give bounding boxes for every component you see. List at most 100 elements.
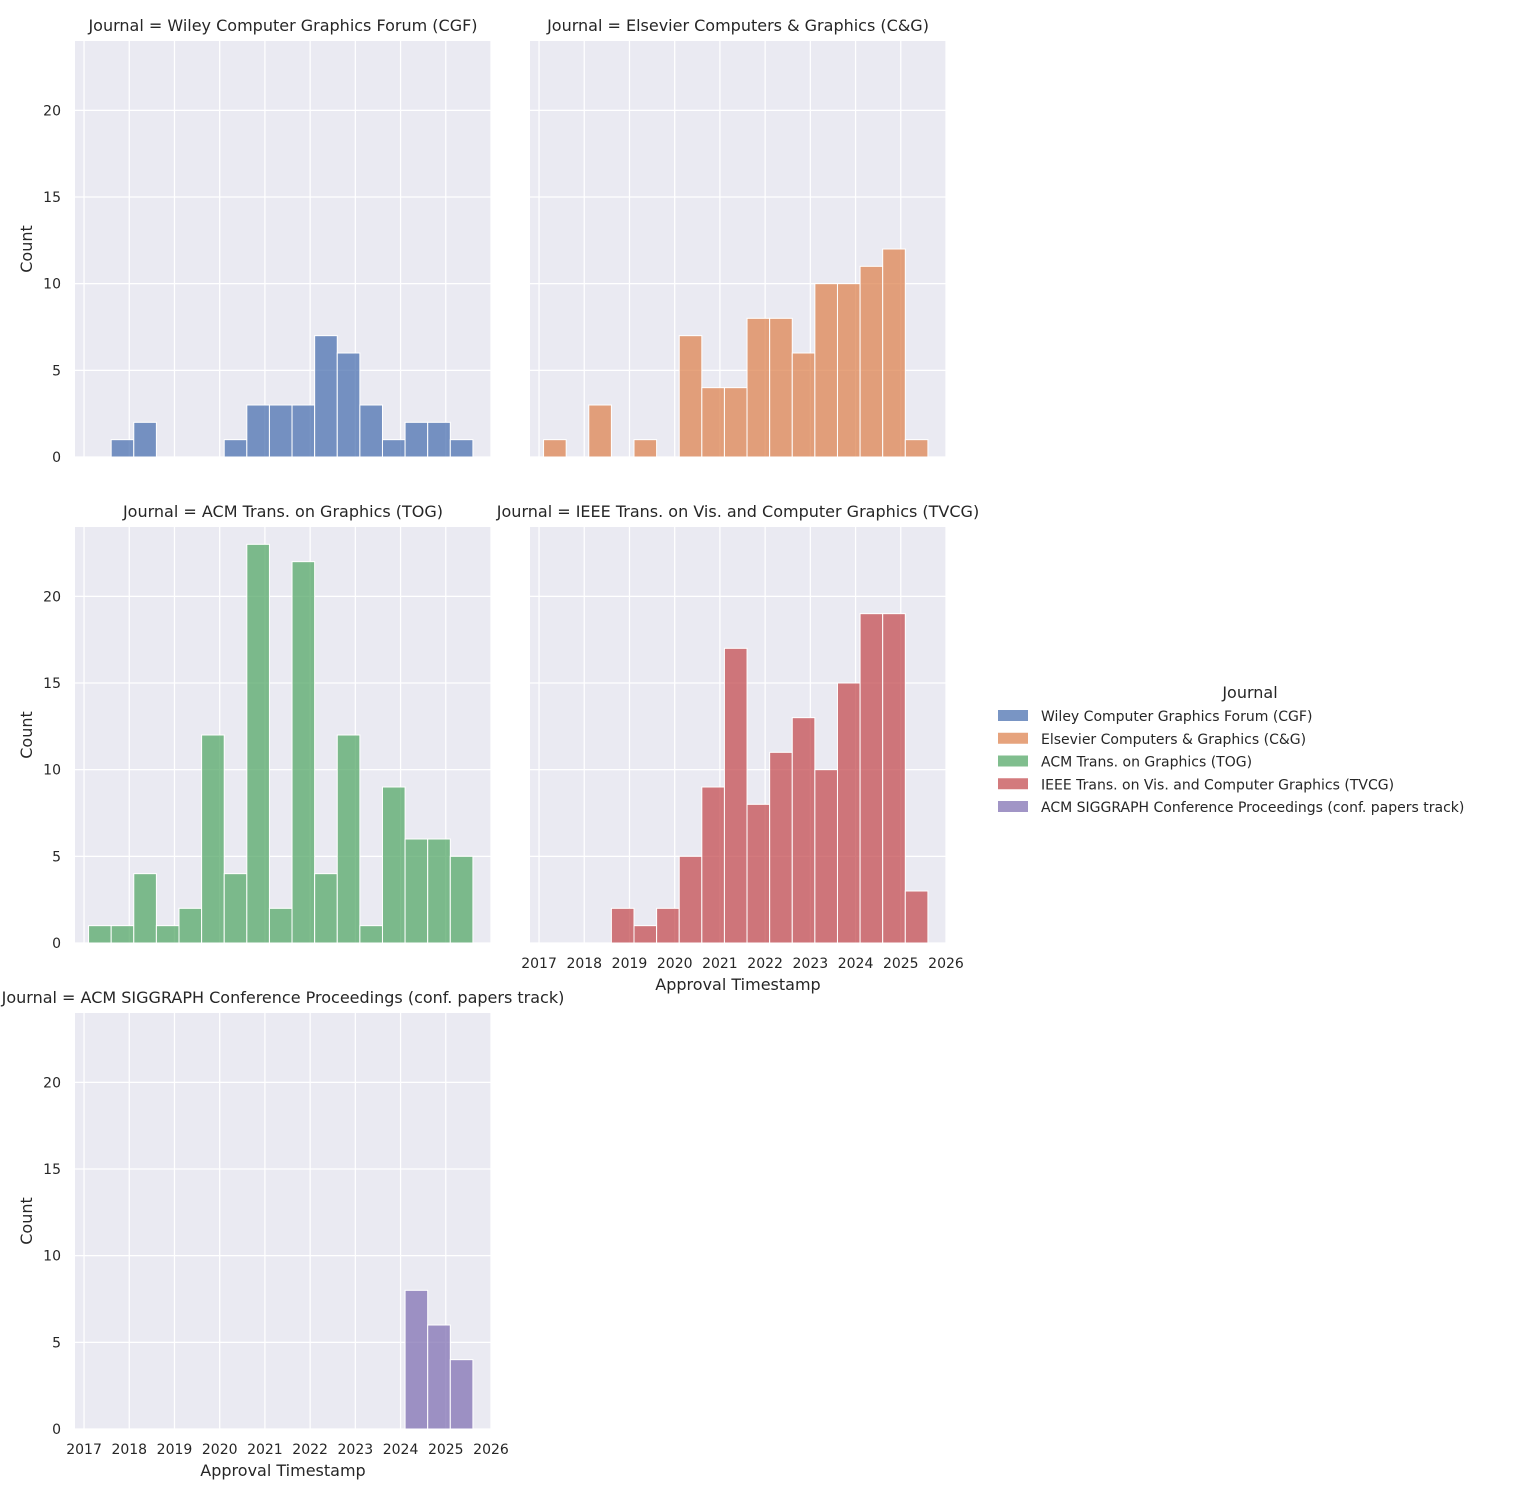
legend-entry-label: IEEE Trans. on Vis. and Computer Graphic… [1041, 777, 1394, 793]
y-tick-label: 0 [52, 450, 61, 466]
panel-background [75, 41, 491, 457]
histogram-bar [746, 317, 771, 458]
histogram-bar [859, 613, 884, 944]
histogram-bar [291, 561, 316, 944]
legend-swatch [998, 755, 1028, 767]
legend-swatch [998, 710, 1028, 721]
histogram-bar [678, 335, 703, 458]
legend-swatch [998, 801, 1028, 812]
histogram-bar [110, 439, 135, 458]
histogram-bar [110, 925, 135, 944]
histogram-bar [882, 248, 906, 458]
histogram-bar [791, 352, 816, 458]
x-tick-label: 2019 [157, 1442, 193, 1458]
histogram-bar [359, 925, 383, 944]
legend-entry-label: Elsevier Computers & Graphics (C&G) [1041, 732, 1306, 748]
histogram-bar [133, 873, 157, 944]
x-tick-label: 2020 [657, 956, 693, 972]
histogram-bar [610, 907, 635, 944]
histogram-bar [381, 439, 406, 458]
histogram-bar [904, 890, 929, 944]
y-tick-label: 5 [52, 849, 61, 865]
histogram-bar [769, 317, 793, 458]
x-tick-label: 2017 [521, 956, 557, 972]
histogram-bar [427, 421, 451, 458]
y-axis-label: Count [17, 225, 36, 273]
legend-swatch [998, 778, 1028, 790]
histogram-bar [882, 613, 906, 944]
histogram-bar [155, 925, 180, 944]
histogram-bar [588, 404, 612, 458]
histogram-bar [427, 1324, 451, 1430]
y-tick-label: 0 [52, 936, 61, 952]
histogram-bar [246, 543, 270, 944]
histogram-bar [449, 1359, 474, 1430]
histogram-bar [859, 265, 884, 458]
histogram-bar [904, 439, 929, 458]
histogram-bar [268, 907, 293, 944]
histogram-bar [359, 404, 383, 458]
histogram-bar [88, 925, 112, 944]
x-tick-label: 2021 [702, 956, 738, 972]
x-tick-label: 2026 [928, 956, 964, 972]
x-tick-label: 2023 [338, 1442, 374, 1458]
x-tick-label: 2017 [66, 1442, 102, 1458]
facet-title: Journal = IEEE Trans. on Vis. and Comput… [496, 502, 979, 521]
x-tick-label: 2019 [612, 956, 648, 972]
histogram-bar [223, 439, 248, 458]
x-tick-label: 2018 [566, 956, 602, 972]
histogram-bar [336, 352, 361, 458]
legend-title: Journal [1221, 683, 1277, 702]
x-tick-label: 2021 [247, 1442, 283, 1458]
histogram-bar [814, 769, 838, 944]
x-axis-label: Approval Timestamp [655, 975, 820, 994]
histogram-bar [656, 907, 680, 944]
legend-entry-label: Wiley Computer Graphics Forum (CGF) [1041, 709, 1312, 725]
x-tick-label: 2022 [747, 956, 783, 972]
histogram-bar [791, 717, 816, 944]
y-tick-label: 10 [43, 1249, 61, 1265]
histogram-bar [223, 873, 248, 944]
y-tick-label: 10 [43, 763, 61, 779]
histogram-bar [449, 439, 474, 458]
histogram-bar [814, 283, 838, 458]
histogram-bar [633, 439, 658, 458]
histogram-bar [543, 439, 567, 458]
histogram-bar [291, 404, 316, 458]
histogram-bar [404, 838, 429, 944]
histogram-bar [701, 387, 725, 458]
x-tick-label: 2026 [473, 1442, 509, 1458]
histogram-bar [404, 421, 429, 458]
facet-title: Journal = Wiley Computer Graphics Forum … [87, 16, 477, 35]
histogram-bar [769, 751, 793, 944]
x-tick-label: 2025 [883, 956, 919, 972]
histogram-bar [746, 803, 771, 944]
x-tick-label: 2020 [202, 1442, 238, 1458]
histogram-bar [133, 421, 157, 458]
histogram-bar [723, 387, 748, 458]
y-tick-label: 5 [52, 1335, 61, 1351]
histogram-bar [701, 786, 725, 944]
legend-entry-label: ACM SIGGRAPH Conference Proceedings (con… [1041, 800, 1464, 816]
y-tick-label: 15 [43, 1162, 61, 1178]
legend-entry-label: ACM Trans. on Graphics (TOG) [1041, 755, 1252, 771]
y-tick-label: 15 [43, 676, 61, 692]
histogram-bar [723, 647, 748, 944]
y-axis-label: Count [17, 711, 36, 759]
y-tick-label: 0 [52, 1422, 61, 1438]
y-tick-label: 15 [43, 190, 61, 206]
y-tick-label: 20 [43, 103, 61, 119]
histogram-bar [404, 1289, 429, 1430]
histogram-bar [314, 335, 338, 458]
histogram-bar [336, 734, 361, 944]
x-axis-label: Approval Timestamp [200, 1461, 365, 1480]
histogram-bar [314, 873, 338, 944]
x-tick-label: 2025 [428, 1442, 464, 1458]
histogram-bar [449, 855, 474, 944]
histogram-bar [178, 907, 203, 944]
y-tick-label: 5 [52, 363, 61, 379]
histogram-bar [678, 855, 703, 944]
facet-title: Journal = Elsevier Computers & Graphics … [546, 16, 929, 35]
y-tick-label: 20 [43, 589, 61, 605]
